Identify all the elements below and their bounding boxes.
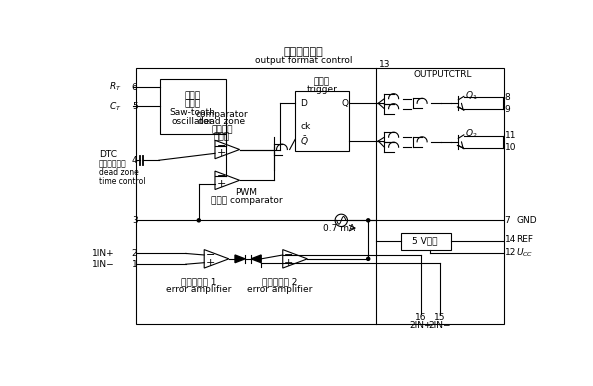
- Bar: [136, 68, 503, 324]
- Text: trigger: trigger: [307, 85, 337, 94]
- Text: −: −: [206, 250, 215, 260]
- Text: DTC: DTC: [98, 151, 117, 159]
- Text: 5: 5: [132, 102, 138, 111]
- Text: 4: 4: [132, 156, 138, 165]
- Text: 触发器: 触发器: [314, 77, 330, 86]
- Text: 1IN+: 1IN+: [91, 249, 114, 258]
- Text: +: +: [216, 179, 226, 189]
- Text: OUTPUTCTRL: OUTPUTCTRL: [414, 69, 472, 78]
- Text: $Q_2$: $Q_2$: [466, 128, 478, 141]
- Text: oscillator: oscillator: [172, 117, 213, 125]
- Bar: [400, 233, 451, 250]
- Text: 12: 12: [505, 248, 516, 257]
- Text: 误差放大器 2: 误差放大器 2: [262, 278, 297, 286]
- Text: comparator: comparator: [196, 110, 248, 119]
- Text: $R_T$: $R_T$: [109, 81, 122, 93]
- Text: 7: 7: [505, 216, 510, 225]
- Bar: [160, 79, 226, 134]
- Text: 比较器: 比较器: [214, 133, 230, 142]
- Text: −: −: [284, 250, 294, 260]
- Text: 16: 16: [415, 313, 426, 322]
- Text: +: +: [206, 258, 215, 267]
- Text: error amplifier: error amplifier: [166, 285, 231, 294]
- Text: −: −: [216, 141, 226, 151]
- Text: 9: 9: [505, 105, 510, 114]
- Circle shape: [366, 257, 370, 261]
- Text: 6: 6: [132, 83, 138, 91]
- Bar: [295, 91, 349, 151]
- Text: error amplifier: error amplifier: [247, 285, 313, 294]
- Text: 2IN−: 2IN−: [429, 320, 451, 330]
- Text: 15: 15: [434, 313, 445, 322]
- Text: −: −: [216, 171, 226, 181]
- Text: 锯齿波: 锯齿波: [184, 91, 200, 100]
- Text: 1: 1: [132, 260, 138, 269]
- Text: 8: 8: [505, 93, 510, 102]
- Text: 14: 14: [505, 235, 516, 244]
- Text: 误差放大器 1: 误差放大器 1: [181, 278, 216, 286]
- Text: 死区时时控制: 死区时时控制: [98, 160, 126, 169]
- Text: +: +: [284, 258, 294, 267]
- Text: 10: 10: [505, 144, 516, 152]
- Text: $C_T$: $C_T$: [109, 100, 122, 113]
- Text: 1IN−: 1IN−: [91, 260, 114, 269]
- Text: Q: Q: [341, 99, 348, 108]
- Text: 死区时间: 死区时间: [211, 125, 232, 134]
- Circle shape: [366, 219, 370, 222]
- Polygon shape: [251, 255, 261, 263]
- Text: output format control: output format control: [255, 56, 352, 65]
- Text: 13: 13: [379, 60, 390, 69]
- Text: +: +: [216, 148, 226, 158]
- Text: 比较器 comparator: 比较器 comparator: [211, 196, 282, 205]
- Text: 2: 2: [132, 249, 138, 258]
- Text: dead zone: dead zone: [198, 117, 246, 125]
- Text: 输出方式控制: 输出方式控制: [283, 47, 323, 58]
- Text: 11: 11: [505, 131, 516, 140]
- Text: dead zone: dead zone: [98, 168, 138, 177]
- Text: GND: GND: [516, 216, 537, 225]
- Text: $U_{CC}$: $U_{CC}$: [516, 246, 534, 259]
- Polygon shape: [235, 255, 245, 263]
- Text: 振荡器: 振荡器: [184, 100, 200, 108]
- Text: $Q_1$: $Q_1$: [466, 89, 478, 102]
- Circle shape: [197, 219, 200, 222]
- Text: time control: time control: [98, 176, 145, 186]
- Text: 5 V基准: 5 V基准: [413, 237, 438, 245]
- Text: REF: REF: [516, 235, 533, 244]
- Text: PWM: PWM: [235, 188, 257, 197]
- Text: D: D: [301, 99, 307, 108]
- Text: 0.7 mA: 0.7 mA: [323, 223, 355, 232]
- Text: 2IN+: 2IN+: [409, 320, 432, 330]
- Text: ck: ck: [301, 122, 311, 131]
- Text: $\bar{Q}$: $\bar{Q}$: [301, 134, 309, 148]
- Text: 3: 3: [132, 216, 138, 225]
- Text: Saw-tooth: Saw-tooth: [170, 108, 216, 117]
